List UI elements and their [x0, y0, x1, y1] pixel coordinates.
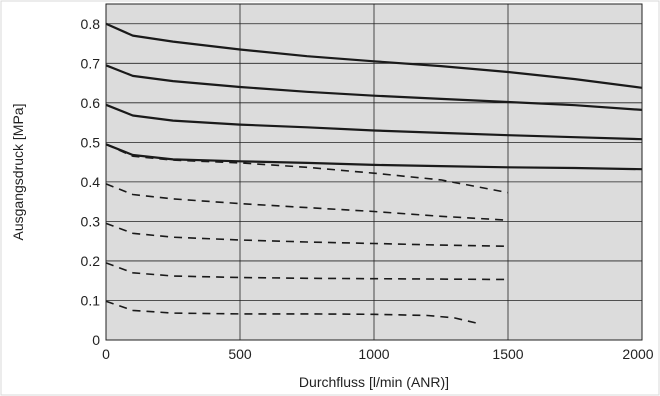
y-axis-label: Ausgangsdruck [MPa] [10, 104, 26, 241]
y-tick-label: 0.2 [81, 253, 101, 269]
data-series [105, 22, 643, 325]
y-tick-label: 0.6 [81, 95, 101, 111]
y-tick-label: 0.1 [81, 292, 101, 308]
y-tick-label: 0.5 [81, 134, 101, 150]
x-tick-label: 1000 [358, 346, 389, 362]
y-tick-label: 0 [92, 332, 100, 348]
plot-frame [105, 3, 643, 341]
y-tick-label: 0.4 [81, 174, 101, 190]
y-tick-labels: 0 0.1 0.2 0.3 0.4 0.5 0.6 0.7 0.8 [81, 16, 101, 348]
dashed-curve-7 [105, 222, 509, 248]
solid-curve-1 [105, 22, 643, 89]
y-tick-label: 0.8 [81, 16, 101, 32]
y-tick-label: 0.7 [81, 55, 101, 71]
x-tick-label: 500 [228, 346, 252, 362]
x-tick-labels: 0 500 1000 1500 2000 [102, 346, 654, 362]
dashed-curve-6 [105, 183, 509, 221]
x-axis-label: Durchfluss [l/min (ANR)] [299, 374, 449, 390]
dashed-curve-9 [105, 300, 482, 325]
x-tick-label: 1500 [492, 346, 523, 362]
dashed-curve-8 [105, 262, 509, 281]
solid-curve-3 [105, 103, 643, 141]
solid-curve-4 [105, 143, 643, 171]
dashed-curve-5 [105, 143, 509, 194]
x-tick-label: 2000 [622, 346, 653, 362]
x-tick-label: 0 [102, 346, 110, 362]
solid-curve-2 [105, 64, 643, 111]
y-tick-label: 0.3 [81, 213, 101, 229]
